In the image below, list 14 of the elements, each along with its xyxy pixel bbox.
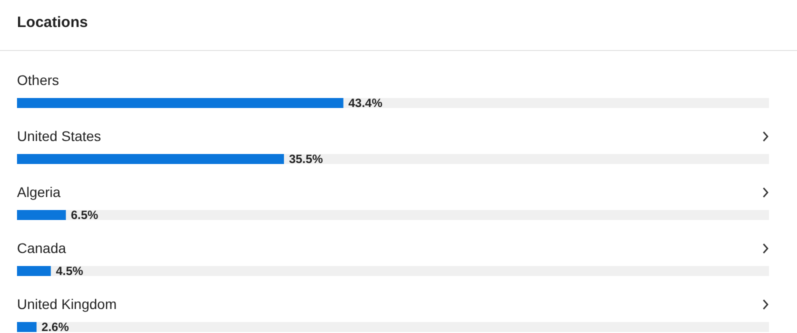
bar xyxy=(17,210,66,220)
y-tick-label: Others xyxy=(17,72,60,88)
bar xyxy=(17,266,51,276)
data-label: 35.5% xyxy=(288,152,324,166)
data-label: 4.5% xyxy=(56,264,84,278)
data-label: 43.4% xyxy=(348,96,383,110)
bar xyxy=(17,322,37,332)
data-label: 6.5% xyxy=(70,208,99,222)
data-label: 2.6% xyxy=(42,320,70,333)
y-tick-label: Canada xyxy=(17,240,66,256)
y-tick-label: United Kingdom xyxy=(17,296,117,312)
chart-title: Locations xyxy=(17,14,88,31)
y-tick-label: United States xyxy=(17,128,102,144)
y-tick-label: Algeria xyxy=(17,184,61,200)
